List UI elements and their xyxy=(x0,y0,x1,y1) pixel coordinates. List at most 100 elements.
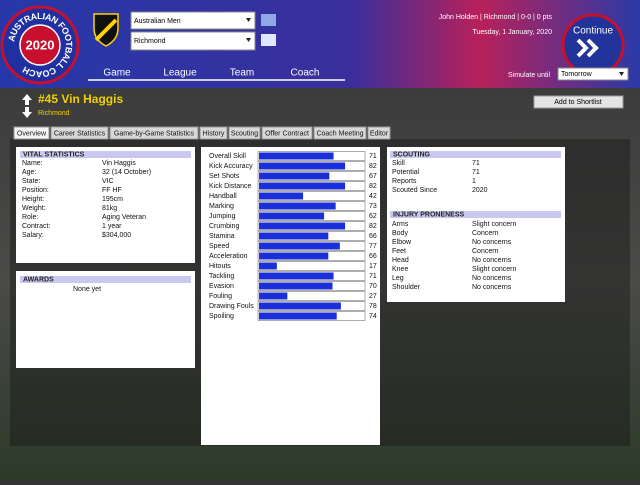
skill-label: Overall Skill xyxy=(209,153,246,160)
player-club: Richmond xyxy=(38,110,70,117)
skill-label: Set Shots xyxy=(209,173,240,180)
skill-bar xyxy=(259,262,277,270)
skill-label: Evasion xyxy=(209,283,234,290)
skill-label: Fouling xyxy=(209,293,232,300)
continue-label: Continue xyxy=(573,26,613,37)
stat-value: VIC xyxy=(102,178,114,185)
scout-label: Scouted Since xyxy=(392,187,437,194)
competition-value: Australian Men xyxy=(134,18,181,25)
skill-bar xyxy=(259,212,325,220)
tab-label: Game-by-Game Statistics xyxy=(114,130,195,137)
tab[interactable] xyxy=(367,126,391,140)
icon-button[interactable] xyxy=(261,34,276,46)
injury-value: Slight concern xyxy=(472,266,516,273)
section-title: AWARDS xyxy=(23,277,54,284)
skill-label: Handball xyxy=(209,193,237,200)
stat-label: Height: xyxy=(22,196,44,203)
skill-bar xyxy=(259,222,346,230)
awards-panel xyxy=(16,271,195,368)
logo-inner xyxy=(19,24,61,66)
skill-label: Hitouts xyxy=(209,263,231,270)
tab-label: Offer Contract xyxy=(265,130,309,137)
competition-select[interactable] xyxy=(130,11,256,30)
skill-bar xyxy=(259,252,329,260)
skill-value: 71 xyxy=(369,153,377,160)
tab[interactable] xyxy=(50,126,109,140)
skill-bar xyxy=(259,182,346,190)
skill-track xyxy=(257,291,366,301)
injury-value: No concerns xyxy=(472,275,512,282)
tab[interactable] xyxy=(109,126,199,140)
injury-label: Elbow xyxy=(392,239,412,246)
skill-value: 74 xyxy=(369,313,377,320)
scout-label: Potential xyxy=(392,169,420,176)
select-arrow xyxy=(619,72,624,76)
tab-label: Career Statistics xyxy=(54,130,106,137)
stat-label: Position: xyxy=(22,187,49,194)
icon-button[interactable] xyxy=(261,14,276,26)
simulate-select[interactable] xyxy=(557,67,629,81)
stat-value: Vin Haggis xyxy=(102,160,136,167)
skill-label: Kick Distance xyxy=(209,183,252,190)
tab[interactable] xyxy=(13,126,50,140)
tab-label: Scouting xyxy=(231,130,258,137)
injury-label: Shoulder xyxy=(392,284,421,291)
tab-label: Coach Meeting xyxy=(316,130,363,137)
continue-arrows xyxy=(576,38,599,58)
skill-label: Tackling xyxy=(209,273,234,280)
skill-value: 71 xyxy=(369,273,377,280)
injury-label: Head xyxy=(392,257,409,264)
section-header xyxy=(390,151,561,158)
section-header xyxy=(20,276,191,283)
shortlist-button[interactable] xyxy=(533,95,624,109)
tab-label: Overview xyxy=(17,130,47,137)
skill-bar xyxy=(259,302,341,310)
stat-value: 1 year xyxy=(102,223,122,230)
skill-value: 82 xyxy=(369,183,377,190)
injury-label: Feet xyxy=(392,248,406,255)
skill-label: Acceleration xyxy=(209,253,248,260)
skill-track xyxy=(257,191,366,201)
tab[interactable] xyxy=(313,126,367,140)
skill-bar xyxy=(259,202,336,210)
section-header xyxy=(390,211,561,218)
stat-label: Name: xyxy=(22,160,43,167)
stat-label: Age: xyxy=(22,169,36,176)
injury-label: Knee xyxy=(392,266,408,273)
skill-value: 67 xyxy=(369,173,377,180)
team-select[interactable] xyxy=(130,31,256,51)
injury-value: Concern xyxy=(472,230,499,237)
skill-value: 17 xyxy=(369,263,377,270)
injury-value: Slight concern xyxy=(472,221,516,228)
skill-label: Speed xyxy=(209,243,229,250)
stat-label: Role: xyxy=(22,214,38,221)
section-header xyxy=(20,151,191,158)
stat-value: $304,000 xyxy=(102,232,131,239)
shortlist-label: Add to Shortlist xyxy=(554,99,602,106)
nav-item: Team xyxy=(230,68,254,79)
player-nav-arrows[interactable] xyxy=(22,94,32,118)
scout-value: 2020 xyxy=(472,187,488,194)
skill-value: 42 xyxy=(369,193,377,200)
skill-bar xyxy=(259,272,334,280)
tab[interactable] xyxy=(261,126,313,140)
skill-value: 78 xyxy=(369,303,377,310)
skill-label: Stamina xyxy=(209,233,235,240)
skill-label: Drawing Fouls xyxy=(209,303,254,310)
vital-panel xyxy=(16,147,195,263)
nav-item: League xyxy=(163,68,197,79)
tab[interactable] xyxy=(228,126,261,140)
skill-value: 27 xyxy=(369,293,377,300)
scout-label: Skill xyxy=(392,160,405,167)
skill-label: Jumping xyxy=(209,213,236,220)
stat-value: Aging Veteran xyxy=(102,214,146,221)
stat-value: FF HF xyxy=(102,187,122,194)
injury-value: Concern xyxy=(472,248,499,255)
tab-label: Editor xyxy=(370,130,389,137)
skill-value: 73 xyxy=(369,203,377,210)
tab[interactable] xyxy=(199,126,228,140)
skill-bar xyxy=(259,242,340,250)
skill-track xyxy=(257,261,366,271)
date: Tuesday, 1 January, 2020 xyxy=(472,29,552,36)
